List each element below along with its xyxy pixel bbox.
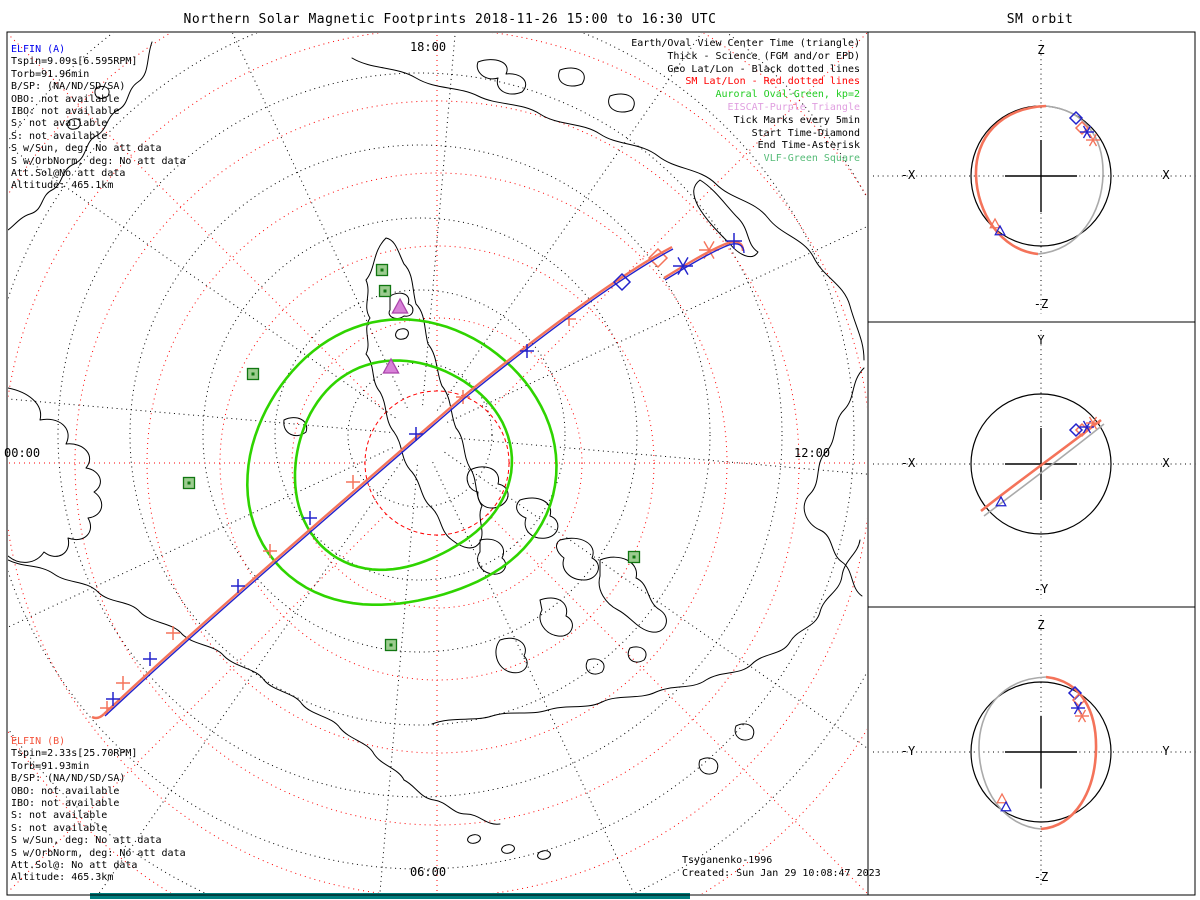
model-credit: Tsyganenko-1996: [682, 855, 773, 866]
elfin-b-info-line: Tspin=2.33s[25.70RPM]: [11, 748, 138, 760]
mlt-label-0600: 06:00: [409, 865, 447, 879]
elfin-b-info-line: OBO: not available: [11, 785, 120, 797]
panel2-axis-label-right: X: [1162, 456, 1170, 470]
sm-orbit-panel-1: [873, 40, 1196, 314]
legend-line: Thick - Science (FGM and/or EPD): [667, 50, 860, 62]
panel2-axis-label-top: Y: [1037, 333, 1045, 347]
panel1-axis-label-top: Z: [1037, 43, 1045, 57]
legend-line: Start Time-Diamond: [751, 127, 860, 139]
elfin-a-info-line: OBO: not available: [11, 93, 120, 105]
mlt-label-1800: 18:00: [409, 40, 447, 54]
legend-line: VLF-Green Square: [763, 153, 860, 165]
elfin-a-info-line: B/SP: (NA/ND/SD/SA): [11, 81, 126, 93]
panel1-axis-label-right: X: [1162, 168, 1170, 182]
elfin-b-info-line: S: not available: [11, 822, 108, 834]
elfin-a-info-line: S: not available: [11, 118, 108, 130]
elfin-b-info-line: S w/Sun, deg: No att data: [11, 835, 162, 847]
legend-line: End Time-Asterisk: [757, 140, 860, 152]
map-legend: Earth/Oval View Center Time (triangle) Th…: [631, 38, 860, 166]
elfin-b-info-line: IBO: not available: [11, 798, 120, 810]
elfin-b-info-line: Torb=91.93min: [11, 760, 90, 772]
panel1-axis-label-left: -X: [900, 168, 916, 182]
elfin-a-title: ELFIN (A): [11, 44, 66, 55]
elfin-a-info-block: ELFIN (A) Tspin=9.09s[6.595RPM] Torb=91.96…: [11, 44, 186, 193]
geo-graticule: [8, 33, 867, 894]
elfin-b-info-line: S: not available: [11, 810, 108, 822]
panel3-axis-label-bottom: -Z: [1033, 870, 1049, 884]
elfin-a-info-line: Torb=91.96min: [11, 68, 90, 80]
elfin-b-info-line: S w/OrbNorm, deg: No att data: [11, 847, 186, 859]
elfin-b-info-line: B/SP: (NA/ND/SD/SA): [11, 773, 126, 785]
panel3-axis-label-right: Y: [1162, 744, 1170, 758]
panel1-axis-label-bottom: -Z: [1033, 297, 1049, 311]
legend-line: Tick Marks every 5min: [733, 114, 860, 126]
mlt-label-0000: 00:00: [4, 446, 41, 460]
created-timestamp: Created: Sun Jan 29 10:08:47 2023: [682, 868, 881, 879]
elfin-a-info-line: S w/Sun, deg: No att data: [11, 143, 162, 155]
elfin-a-info-line: IBO: not available: [11, 106, 120, 118]
sm-orbit-panel-3: [873, 615, 1196, 887]
page-title: Northern Solar Magnetic Footprints 2018-…: [183, 12, 717, 27]
legend-line: Auroral Oval-Green, kp=2: [715, 89, 861, 101]
panel3-axis-label-top: Z: [1037, 618, 1045, 632]
auroral-oval: [245, 317, 558, 606]
elfin-b-info-block: ELFIN (B) Tspin=2.33s[25.70RPM] Torb=91.93…: [11, 736, 186, 885]
eiscat-sites: [382, 297, 409, 374]
sm-orbit-panel-2: [873, 330, 1196, 599]
sm-graticule: [8, 33, 867, 894]
elfin-a-info-line: Altitude: 465.1km: [11, 180, 114, 192]
legend-line: Earth/Oval View Center Time (triangle): [631, 38, 860, 49]
track-elfin-a: [104, 243, 745, 717]
legend-line: SM Lat/Lon - Red dotted lines: [685, 76, 860, 88]
panel2-axis-label-bottom: -Y: [1033, 582, 1049, 596]
elfin-a-info-line: Att.Sol@No att data: [11, 168, 126, 180]
coastlines: [8, 41, 865, 860]
panel2-axis-label-left: -X: [900, 456, 916, 470]
sm-orbit-title: SM orbit: [1006, 12, 1074, 27]
mlt-label-1200: 12:00: [794, 446, 831, 460]
legend-line: EISCAT-Purple Triangle: [727, 101, 860, 113]
elfin-a-info-line: Tspin=9.09s[6.595RPM]: [11, 56, 138, 68]
elfin-a-info-line: S: not available: [11, 130, 108, 142]
legend-line: Geo Lat/Lon - Black dotted lines: [667, 63, 860, 75]
panel3-axis-label-left: -Y: [900, 744, 916, 758]
elfin-a-info-line: S w/OrbNorm, deg: No att data: [11, 155, 186, 167]
elfin-b-title: ELFIN (B): [11, 736, 66, 747]
elfin-b-info-line: Altitude: 465.3km: [11, 872, 114, 884]
vlf-stations: [182, 263, 641, 652]
science-coverage-bar: [90, 893, 690, 899]
elfin-b-info-line: Att.Sol@: No att data: [11, 860, 138, 872]
